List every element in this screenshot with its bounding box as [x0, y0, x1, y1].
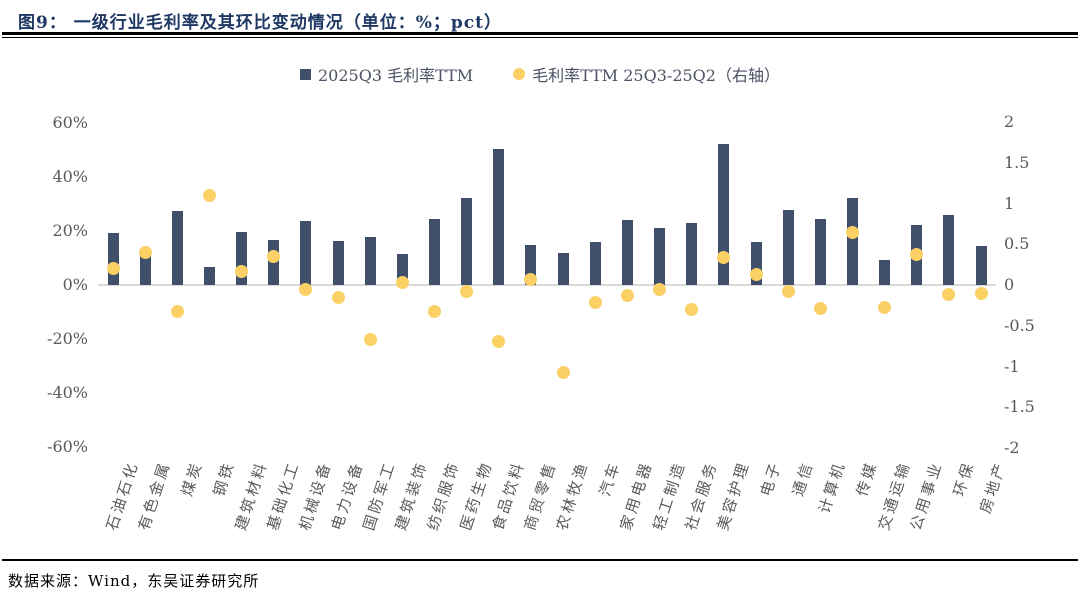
bar-机械设备 [300, 221, 312, 285]
dot-机械设备 [299, 282, 313, 296]
right-axis-tick: 2 [1004, 112, 1015, 131]
bar-医药生物 [461, 198, 473, 285]
bar-社会服务 [686, 222, 698, 285]
dot-基础化工 [267, 249, 281, 263]
dot-电子 [749, 267, 763, 281]
legend-item-dot-series: 毛利率TTM 25Q3-25Q2（右轴） [513, 62, 780, 86]
dot-环保 [942, 288, 956, 302]
dot-建筑装饰 [395, 276, 409, 290]
zero-gridline [98, 284, 996, 286]
dot-计算机 [813, 302, 827, 316]
bar-计算机 [814, 219, 826, 285]
dot-通信 [781, 285, 795, 299]
bar-商贸零售 [525, 244, 537, 285]
bar-电力设备 [332, 241, 344, 285]
bar-房地产 [975, 245, 987, 285]
x-axis-label: 钢铁 [210, 458, 239, 499]
dot-商贸零售 [524, 272, 538, 286]
footer-divider [2, 559, 1078, 561]
x-axis-label: 煤炭 [178, 458, 207, 499]
bar-煤炭 [171, 210, 183, 285]
right-axis-tick: 1.5 [1004, 152, 1030, 172]
dot-房地产 [974, 286, 988, 300]
dot-石油石化 [106, 262, 120, 276]
bar-石油石化 [107, 232, 119, 285]
left-axis-tick: 20% [52, 221, 88, 240]
right-axis-tick: 1 [1004, 193, 1015, 213]
dot-series-swatch-icon [513, 68, 526, 80]
right-axis-tick: -1.5 [1004, 397, 1035, 417]
bar-环保 [943, 215, 955, 285]
bar-轻工制造 [654, 228, 666, 285]
dot-农林牧渔 [556, 365, 570, 379]
dot-传媒 [845, 226, 859, 240]
dot-煤炭 [170, 305, 184, 319]
right-axis-tick: 0 [1004, 275, 1015, 294]
legend-dot-label: 毛利率TTM 25Q3-25Q2（右轴） [532, 66, 780, 85]
bar-食品饮料 [493, 149, 505, 285]
dot-建筑材料 [235, 264, 249, 278]
x-axis-label: 通信 [788, 458, 818, 499]
left-axis-tick: -20% [47, 329, 88, 348]
right-axis-tick: -0.5 [1004, 315, 1035, 335]
bar-建筑材料 [236, 232, 248, 285]
dot-电力设备 [331, 290, 345, 304]
left-axis-tick: -40% [47, 383, 88, 402]
dot-交通运输 [878, 301, 892, 315]
dot-食品饮料 [492, 334, 506, 348]
x-axis-label: 房地产 [976, 458, 1011, 516]
right-axis-tick: -2 [1004, 438, 1020, 457]
dot-美容护理 [717, 250, 731, 264]
bar-汽车 [589, 241, 601, 285]
dot-钢铁 [202, 188, 216, 202]
bar-国防军工 [364, 237, 376, 285]
x-axis-label: 计算机 [815, 458, 850, 516]
dot-纺织服饰 [428, 305, 441, 319]
left-axis-tick: -60% [47, 437, 88, 456]
bar-传媒 [846, 197, 858, 285]
left-axis-tick: 40% [52, 167, 88, 186]
bar-series-swatch-icon [300, 68, 311, 80]
bar-家用电器 [621, 219, 633, 285]
bar-有色金属 [139, 252, 151, 285]
right-axis-tick: 0.5 [1004, 234, 1030, 254]
x-axis-label: 环保 [949, 458, 978, 499]
bar-农林牧渔 [557, 252, 569, 285]
title-divider-thin [2, 37, 1078, 38]
legend-item-bar-series: 2025Q3 毛利率TTM [300, 62, 473, 86]
bar-建筑装饰 [396, 254, 408, 285]
bar-美容护理 [718, 143, 730, 285]
legend-bar-label: 2025Q3 毛利率TTM [318, 66, 474, 85]
dot-有色金属 [138, 245, 152, 259]
bar-交通运输 [879, 260, 891, 285]
data-source-note: 数据来源：Wind，东吴证券研究所 [8, 572, 260, 590]
dot-社会服务 [685, 302, 699, 316]
x-axis-label: 传媒 [853, 458, 882, 499]
dot-公用事业 [910, 248, 924, 262]
bar-钢铁 [203, 266, 215, 285]
x-axis-label: 电子 [756, 458, 786, 499]
dot-轻工制造 [653, 283, 667, 297]
figure-title: 图9： 一级行业毛利率及其环比变动情况（单位：%；pct） [18, 13, 502, 33]
x-axis-label: 汽车 [596, 458, 625, 499]
bar-通信 [782, 209, 794, 285]
left-axis-tick: 0% [62, 275, 88, 294]
dot-医药生物 [460, 285, 474, 299]
right-axis-tick: -1 [1004, 356, 1020, 376]
chart-legend: 2025Q3 毛利率TTM 毛利率TTM 25Q3-25Q2（右轴） [0, 62, 1080, 86]
dot-家用电器 [620, 289, 634, 303]
bar-电子 [750, 242, 762, 285]
title-divider-thick [2, 32, 1078, 35]
dot-国防军工 [363, 333, 377, 347]
dot-汽车 [588, 296, 602, 310]
left-axis-tick: 60% [52, 113, 88, 132]
bar-纺织服饰 [429, 218, 440, 285]
